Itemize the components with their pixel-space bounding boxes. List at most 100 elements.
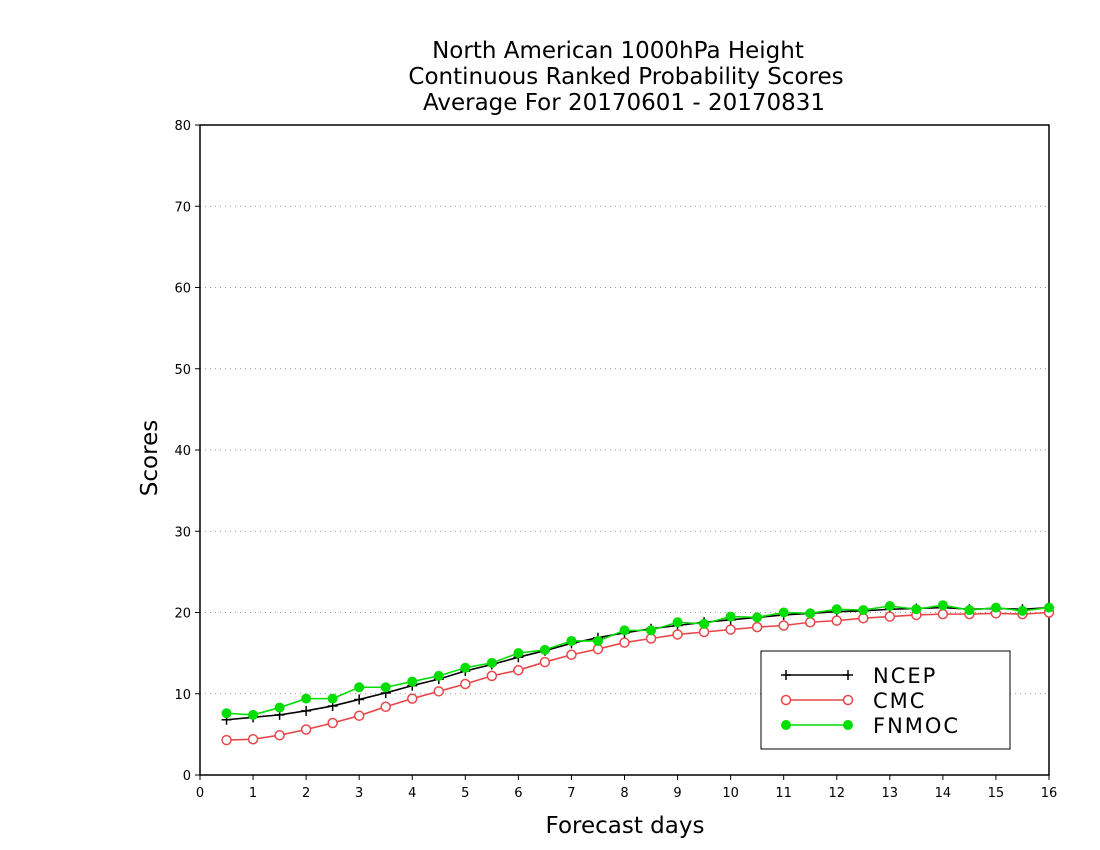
data-point-fnmoc (725, 611, 736, 622)
data-point-cmc (221, 734, 232, 746)
y-tick-label: 80 (174, 119, 191, 134)
legend-marker-cmc (842, 694, 854, 706)
data-point-cmc (407, 693, 418, 704)
data-point-fnmoc (752, 612, 763, 623)
data-point-fnmoc (301, 693, 312, 704)
x-tick-label: 6 (514, 786, 522, 801)
y-axis: 0 10 20 30 40 50 60 70 80 (174, 119, 200, 784)
legend-label-ncep: NCEP (873, 664, 937, 688)
data-point-ncep (354, 694, 365, 705)
data-point-fnmoc (248, 709, 259, 720)
data-point-ncep (301, 705, 312, 716)
data-point-cmc (486, 670, 498, 682)
data-point-cmc (884, 611, 896, 622)
x-tick-label: 15 (988, 786, 1005, 801)
data-point-fnmoc (964, 605, 975, 616)
y-tick-label: 10 (174, 688, 191, 703)
x-tick-label: 0 (196, 786, 204, 801)
data-point-fnmoc (672, 617, 683, 628)
data-point-cmc (566, 649, 577, 660)
legend-marker-fnmoc (781, 720, 791, 730)
y-axis-label: Scores (137, 420, 163, 496)
legend-label-cmc: CMC (873, 689, 926, 713)
x-tick-label: 13 (882, 786, 899, 801)
legend-marker-cmc (780, 694, 792, 706)
data-point-fnmoc (433, 670, 444, 681)
data-point-cmc (353, 710, 365, 721)
data-point-fnmoc (513, 648, 524, 659)
data-point-cmc (274, 729, 285, 741)
y-tick-label: 0 (183, 769, 191, 784)
title-line-3: Average For 20170601 - 20170831 (423, 90, 825, 116)
x-tick-label: 12 (828, 786, 845, 801)
data-point-cmc (937, 608, 949, 620)
y-tick-label: 70 (174, 200, 191, 215)
x-tick-label: 5 (461, 786, 469, 801)
title-line-1: North American 1000hPa Height (432, 38, 804, 64)
x-tick-label: 1 (249, 786, 257, 801)
data-point-cmc (380, 701, 391, 712)
data-point-fnmoc (646, 625, 657, 636)
x-axis: 0 1 2 3 4 5 6 7 8 9 10 11 12 13 14 15 16 (196, 775, 1057, 801)
y-tick-label: 20 (174, 607, 191, 622)
data-point-fnmoc (592, 635, 603, 646)
data-point-fnmoc (937, 600, 948, 611)
data-point-fnmoc (407, 676, 418, 687)
gridlines (200, 205, 1049, 695)
data-point-fnmoc (699, 618, 710, 629)
data-point-fnmoc (990, 602, 1001, 613)
data-point-fnmoc (1017, 605, 1028, 616)
x-tick-label: 8 (620, 786, 628, 801)
y-tick-label: 40 (174, 444, 191, 459)
data-point-fnmoc (858, 605, 869, 616)
data-point-cmc (327, 717, 338, 729)
x-tick-label: 11 (775, 786, 792, 801)
series-fnmoc (221, 600, 1054, 720)
data-point-fnmoc (327, 693, 338, 704)
data-point-fnmoc (354, 682, 365, 693)
x-tick-label: 16 (1041, 786, 1058, 801)
data-point-cmc (513, 664, 524, 676)
data-point-fnmoc (460, 662, 471, 673)
legend-marker-fnmoc (843, 720, 853, 730)
data-point-cmc (831, 615, 842, 626)
x-tick-label: 7 (567, 786, 575, 801)
data-point-cmc (751, 621, 763, 633)
data-point-cmc (433, 686, 445, 697)
data-point-cmc (300, 724, 312, 735)
data-point-cmc (725, 624, 736, 635)
data-point-cmc (778, 620, 789, 631)
data-point-fnmoc (221, 708, 232, 719)
y-tick-label: 60 (174, 282, 191, 297)
data-point-cmc (619, 637, 630, 648)
data-point-fnmoc (486, 657, 497, 668)
data-point-fnmoc (1044, 602, 1054, 613)
data-point-cmc (804, 617, 816, 628)
x-tick-label: 3 (355, 786, 363, 801)
y-tick-label: 50 (174, 363, 191, 378)
title-line-2: Continuous Ranked Probability Scores (408, 64, 843, 90)
y-tick-label: 30 (174, 525, 191, 540)
data-point-fnmoc (619, 625, 630, 636)
x-axis-label: Forecast days (546, 813, 705, 839)
legend-marker-ncep (843, 670, 853, 680)
data-point-cmc (672, 629, 683, 640)
x-tick-label: 2 (302, 786, 310, 801)
x-tick-label: 14 (935, 786, 952, 801)
data-point-fnmoc (831, 604, 842, 615)
data-point-fnmoc (539, 644, 550, 655)
legend-marker-ncep (781, 670, 791, 680)
data-point-fnmoc (778, 607, 789, 618)
data-point-fnmoc (911, 604, 922, 615)
x-tick-label: 10 (722, 786, 739, 801)
data-point-fnmoc (380, 682, 391, 693)
x-tick-label: 4 (408, 786, 416, 801)
chart-title: North American 1000hPa Height Continuous… (408, 38, 843, 116)
data-point-cmc (460, 678, 471, 690)
data-point-fnmoc (884, 601, 895, 611)
data-point-cmc (539, 656, 551, 668)
data-point-cmc (247, 734, 259, 745)
x-tick-label: 9 (673, 786, 681, 801)
